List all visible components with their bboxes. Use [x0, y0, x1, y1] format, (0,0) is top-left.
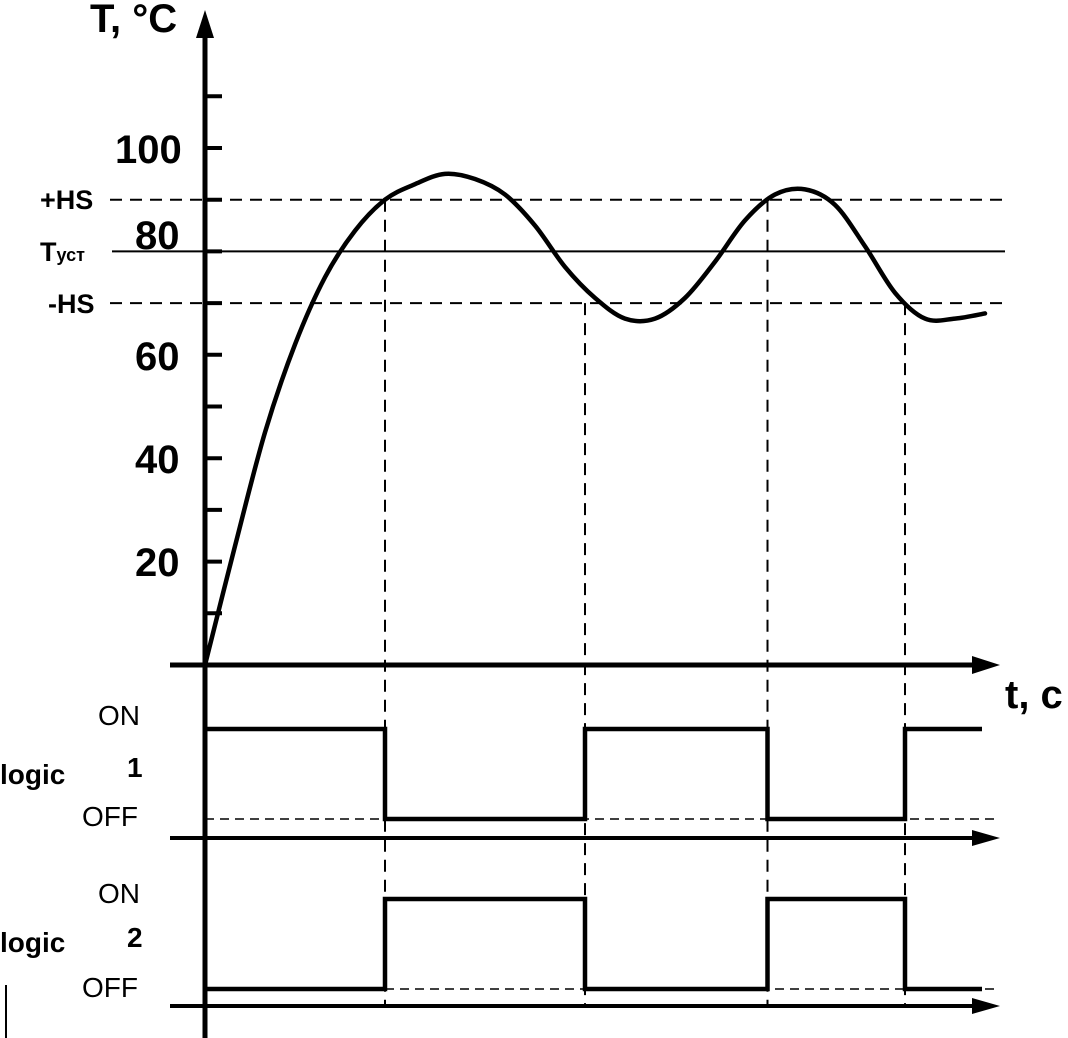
- y-axis-label: T, °C: [90, 0, 177, 41]
- y-ticks: [205, 94, 222, 616]
- y-tick-label-20: 20: [135, 541, 180, 585]
- y-axis-arrow-icon: [196, 10, 214, 38]
- y-tick-label-40: 40: [135, 438, 180, 482]
- y-tick-label-60: 60: [135, 335, 180, 379]
- logic1-label-num: 1: [127, 752, 143, 783]
- logic1-off-label: OFF: [82, 801, 138, 832]
- lower-hysteresis-label: -HS: [48, 289, 95, 319]
- switch-lines: [384, 199, 906, 1006]
- temperature-curve: [202, 171, 988, 668]
- y-tick-label-100: 100: [115, 128, 182, 172]
- x-axis-arrow-icon: [972, 656, 1000, 674]
- setpoint-label-sub: уст: [57, 245, 86, 265]
- logic2-axis-arrow-icon: [972, 998, 1000, 1014]
- logic2-label-word: logic: [0, 927, 65, 958]
- logic2-off-label: OFF: [82, 972, 138, 1003]
- logic2-label-num: 2: [127, 922, 143, 953]
- setpoint-label-main: T: [40, 237, 57, 267]
- logic2-signal: [207, 896, 982, 992]
- logic1-axis-arrow-icon: [972, 830, 1000, 846]
- y-tick-label-80: 80: [135, 214, 180, 258]
- upper-hysteresis-label: +HS: [40, 185, 93, 215]
- logic2-on-label: ON: [98, 878, 140, 909]
- logic1-signal: [207, 726, 982, 822]
- logic1-label-word: logic: [0, 759, 65, 790]
- logic1-on-label: ON: [98, 700, 140, 731]
- setpoint-label: Tуст: [40, 237, 85, 267]
- x-axis-label: t, c: [1005, 673, 1063, 717]
